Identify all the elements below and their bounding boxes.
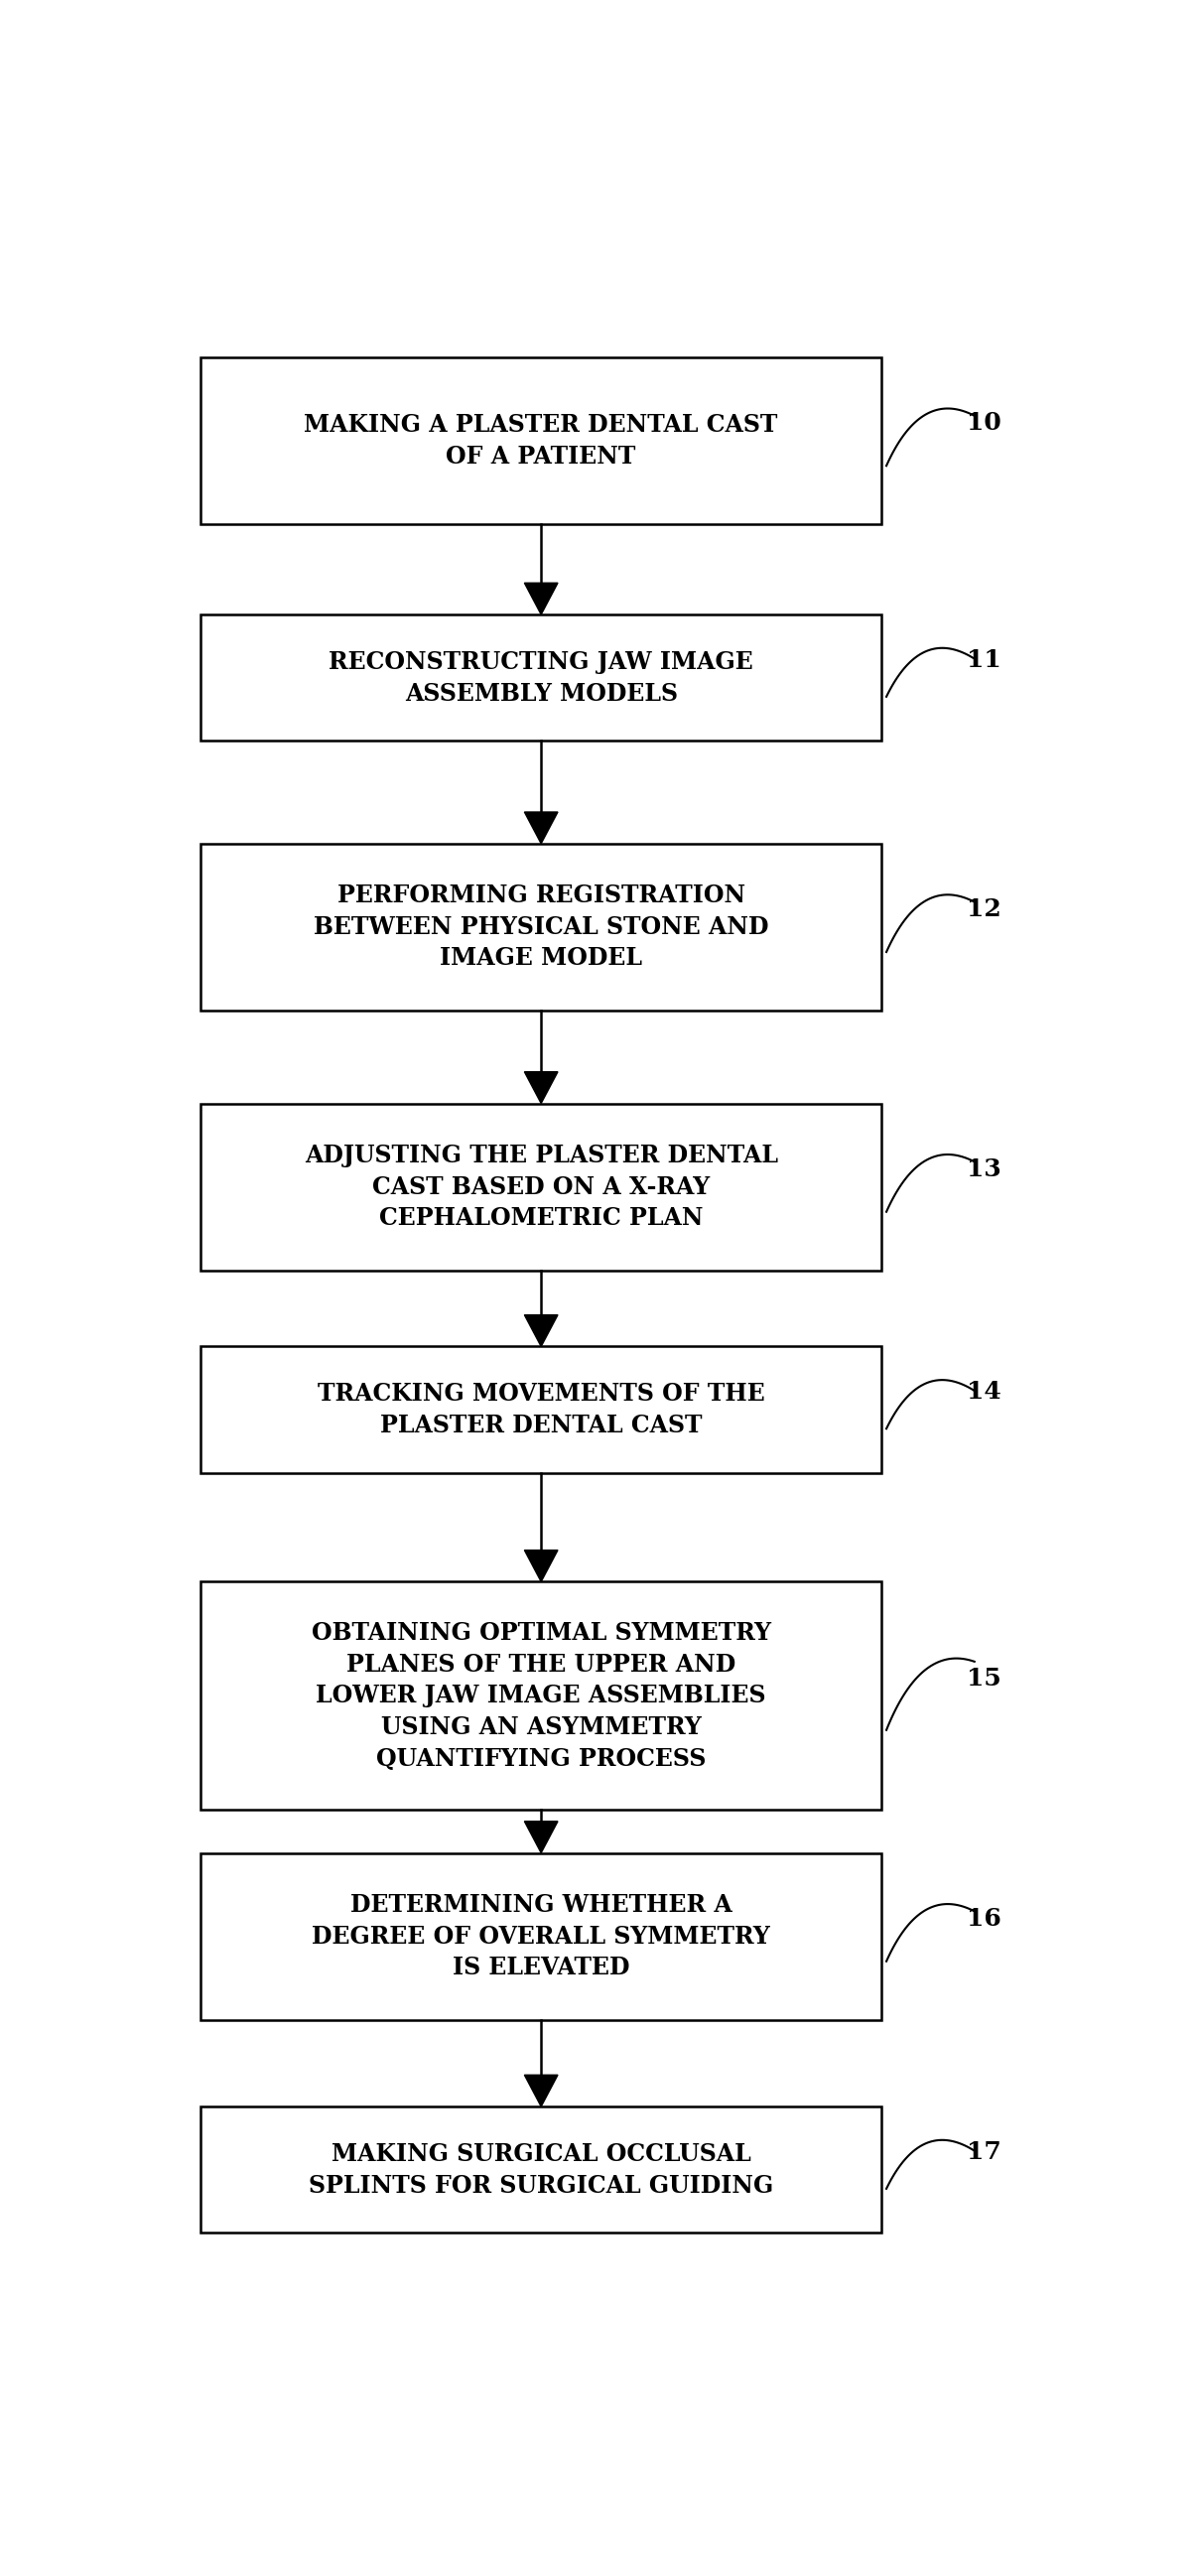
Text: 10: 10 [966,412,1001,435]
Text: RECONSTRUCTING JAW IMAGE
ASSEMBLY MODELS: RECONSTRUCTING JAW IMAGE ASSEMBLY MODELS [329,649,753,706]
Bar [201,1582,881,1811]
Polygon shape [524,1551,557,1582]
Text: ADJUSTING THE PLASTER DENTAL
CAST BASED ON A X-RAY
CEPHALOMETRIC PLAN: ADJUSTING THE PLASTER DENTAL CAST BASED … [305,1144,777,1231]
Text: TRACKING MOVEMENTS OF THE
PLASTER DENTAL CAST: TRACKING MOVEMENTS OF THE PLASTER DENTAL… [317,1383,764,1437]
Polygon shape [524,1314,557,1347]
Polygon shape [524,582,557,616]
Text: OBTAINING OPTIMAL SYMMETRY
PLANES OF THE UPPER AND
LOWER JAW IMAGE ASSEMBLIES
US: OBTAINING OPTIMAL SYMMETRY PLANES OF THE… [311,1620,771,1770]
Polygon shape [524,811,557,842]
Polygon shape [524,1821,557,1852]
Bar [201,1103,881,1270]
Text: MAKING SURGICAL OCCLUSAL
SPLINTS FOR SURGICAL GUIDING: MAKING SURGICAL OCCLUSAL SPLINTS FOR SUR… [309,2143,774,2197]
Text: 13: 13 [966,1157,1001,1182]
Bar [201,616,881,742]
Text: 12: 12 [966,896,1001,922]
Bar [201,842,881,1010]
Polygon shape [524,2076,557,2107]
Bar [201,1852,881,2020]
Text: 15: 15 [966,1667,1001,1690]
Bar [201,358,881,523]
Text: 17: 17 [966,2141,1001,2164]
Text: 16: 16 [966,1906,1001,1929]
Text: DETERMINING WHETHER A
DEGREE OF OVERALL SYMMETRY
IS ELEVATED: DETERMINING WHETHER A DEGREE OF OVERALL … [312,1893,770,1978]
Text: 14: 14 [966,1381,1001,1404]
Text: MAKING A PLASTER DENTAL CAST
OF A PATIENT: MAKING A PLASTER DENTAL CAST OF A PATIEN… [304,412,779,469]
Bar [201,1347,881,1473]
Bar [201,2107,881,2233]
Polygon shape [524,1072,557,1103]
Text: 11: 11 [966,649,1001,672]
Text: PERFORMING REGISTRATION
BETWEEN PHYSICAL STONE AND
IMAGE MODEL: PERFORMING REGISTRATION BETWEEN PHYSICAL… [313,884,769,971]
